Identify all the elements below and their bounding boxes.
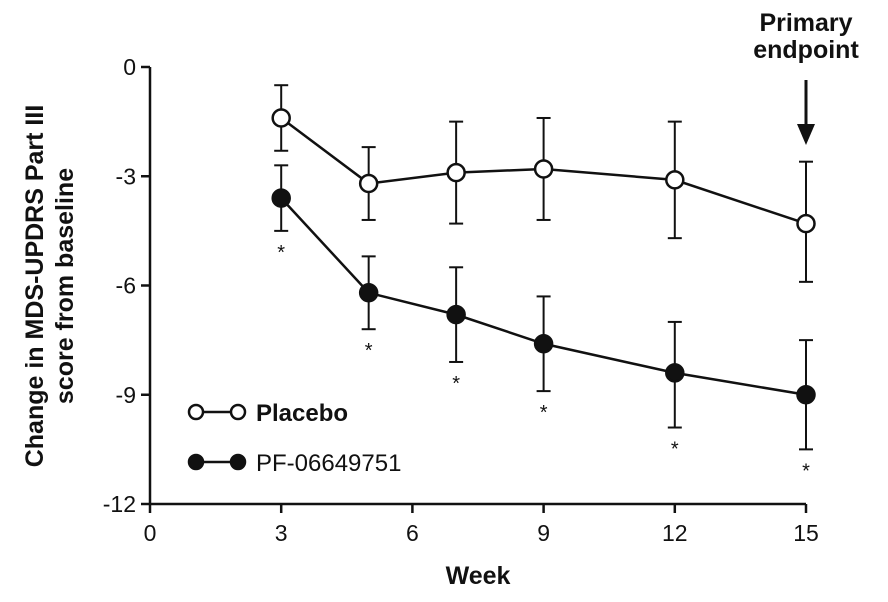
x-tick-label: 12: [662, 520, 688, 546]
annotation-text: Primary: [759, 9, 852, 37]
significance-markers: * * * * * *: [277, 242, 810, 483]
data-point: [796, 213, 816, 234]
legend-marker-left: [187, 453, 205, 471]
data-point: [446, 162, 466, 183]
y-tick-label: 0: [123, 54, 136, 80]
y-tick-label: -12: [103, 491, 136, 517]
series-line: [280, 116, 807, 225]
x-tick-label: 6: [406, 520, 419, 546]
series-layer: [271, 84, 816, 451]
legend-item: Placebo: [187, 400, 348, 427]
x-tick-label: 9: [537, 520, 550, 546]
data-point: [358, 173, 379, 194]
data-point: [533, 334, 554, 354]
legend-marker-left: [187, 403, 205, 421]
x-tick-label: 15: [793, 520, 819, 546]
y-tick-label: -9: [116, 382, 136, 408]
x-tick-label: 0: [144, 520, 157, 546]
series-placebo: [271, 84, 816, 283]
data-point: [533, 159, 554, 179]
legend-label: Placebo: [256, 400, 348, 427]
y-tick-label: -3: [116, 163, 136, 189]
y-axis-title-line: Change in MDS-UPDRS Part III: [21, 105, 49, 468]
legend-marker-right: [229, 403, 247, 421]
axes: 0 -3 -6 -9 -12 0 3 6 9 12 15 Week Change in MDS-UPDR…: [21, 54, 819, 590]
y-axis-title: Change in MDS-UPDRS Part IIIscore from b…: [21, 105, 79, 468]
significance-asterisk: *: [365, 340, 373, 362]
significance-asterisk: *: [452, 373, 460, 395]
legend-label: PF-06649751: [256, 450, 401, 477]
legend-item: PF-06649751: [187, 450, 401, 477]
series-line: [280, 197, 807, 396]
legend-marker-right: [229, 453, 247, 471]
significance-asterisk: *: [802, 460, 810, 482]
y-tick-label: -6: [116, 273, 136, 299]
data-point: [665, 170, 685, 190]
significance-asterisk: *: [540, 402, 548, 424]
significance-asterisk: *: [671, 439, 679, 461]
data-point: [446, 304, 466, 325]
series-pf-06649751: [271, 164, 816, 451]
data-point: [665, 363, 685, 383]
y-axis-title-line: score from baseline: [51, 168, 79, 404]
data-point: [271, 108, 291, 128]
x-tick-label: 3: [275, 520, 288, 546]
legend: Placebo PF-06649751: [187, 400, 401, 477]
significance-asterisk: *: [277, 242, 285, 264]
data-point: [358, 283, 379, 303]
data-point: [796, 385, 816, 405]
x-axis-title: Week: [446, 562, 511, 590]
data-point: [271, 188, 291, 208]
annotation-text: endpoint: [753, 36, 859, 64]
annotation-arrow-head: [797, 124, 815, 145]
